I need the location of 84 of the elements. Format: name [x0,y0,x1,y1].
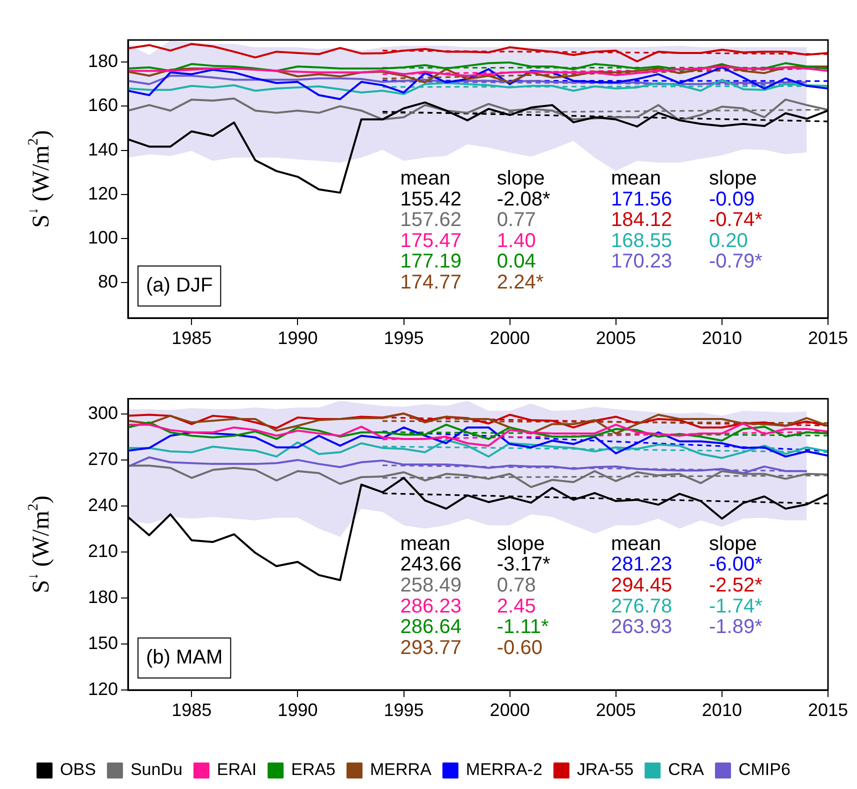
annotation: 286.23 [400,595,462,618]
x-tick-label: 2015 [808,700,848,720]
y-tick-label: 180 [88,51,118,72]
annotation: slope [496,532,545,555]
legend-label: CMIP6 [738,760,790,780]
annotation: 157.62 [400,209,462,232]
y-tick-label: 80 [98,272,118,292]
annotation: -1.11* [496,616,549,638]
x-tick-label: 2010 [702,328,742,348]
x-tick-label: 1985 [172,700,212,720]
annotation: 258.49 [400,574,462,597]
annotation: slope [496,168,545,190]
legend-label: SunDu [130,760,182,780]
y-tick-label: 160 [88,95,118,116]
annotation: 171.56 [611,188,672,210]
x-tick-label: 1995 [384,328,424,348]
annotation: 0.77 [496,209,536,232]
legend-label: MERRA [370,760,432,780]
x-tick-label: 2000 [490,700,530,720]
annotation: 0.04 [496,250,536,273]
annotation: -0.09 [709,188,755,210]
x-tick-label: 2005 [596,700,636,720]
y-tick-label: 300 [88,403,118,424]
annotation: 174.77 [400,272,462,294]
annotation: mean [611,168,662,190]
legend-label: MERRA-2 [466,760,542,780]
annotation: 184.12 [611,209,672,232]
y-tick-label: 150 [88,632,118,653]
annotation: 2.24* [496,272,544,294]
y-tick-label: 120 [88,678,118,699]
legend-label: OBS [60,760,96,780]
annotation: 168.55 [611,230,672,252]
annotation: 155.42 [400,188,462,210]
x-tick-label: 1990 [278,700,318,720]
y-axis-title: S↓ (W/m2) [25,496,54,594]
annotation: mean [400,532,450,555]
annotation: 2.45 [496,595,536,618]
y-tick-label: 240 [88,495,118,516]
x-tick-label: 2005 [596,328,636,348]
annotation: 243.66 [400,554,462,576]
x-tick-label: 2015 [808,328,848,348]
text: (a) DJF [146,274,213,297]
x-tick-label: 1995 [384,700,424,720]
annotation: 170.23 [611,250,672,273]
annotation: mean [400,168,450,190]
y-axis-title: S↓ (W/m2) [25,130,54,228]
annotation: 294.45 [611,574,672,597]
annotation: mean [611,532,662,555]
annotation: 286.64 [400,616,462,638]
annotation: -0.79* [709,250,763,273]
annotation: 175.47 [400,230,462,252]
annotation: 0.78 [496,574,536,597]
annotation: -0.60 [496,636,542,659]
text: (b) MAM [146,646,223,669]
annotation: -2.08* [496,188,550,210]
annotation: slope [709,532,757,555]
y-tick-label: 270 [88,449,118,470]
y-tick-label: 180 [88,587,118,608]
y-tick-label: 100 [88,228,118,248]
x-tick-label: 2010 [702,700,742,720]
annotation: -2.52* [709,574,763,597]
x-tick-label: 2000 [490,328,530,348]
y-tick-label: 140 [88,139,118,160]
legend-label: ERAI [216,760,257,780]
annotation: 263.93 [611,616,672,638]
y-tick-label: 120 [88,183,118,204]
x-tick-label: 1985 [172,328,212,348]
annotation: 276.78 [611,595,672,618]
annotation: -1.74* [709,595,763,618]
legend-label: CRA [668,760,705,780]
annotation: -6.00* [709,554,763,576]
x-tick-label: 1990 [278,328,318,348]
annotation: -3.17* [496,554,550,576]
annotation: slope [709,168,757,190]
annotation: 293.77 [400,636,462,659]
annotation: 177.19 [400,250,462,273]
legend-label: ERA5 [291,760,336,780]
annotation: -0.74* [709,209,763,232]
legend-label: JRA-55 [576,760,634,780]
annotation: -1.89* [709,616,763,638]
annotation: 0.20 [709,230,748,252]
annotation: 1.40 [496,230,536,252]
y-tick-label: 210 [88,541,118,562]
annotation: 281.23 [611,554,672,576]
